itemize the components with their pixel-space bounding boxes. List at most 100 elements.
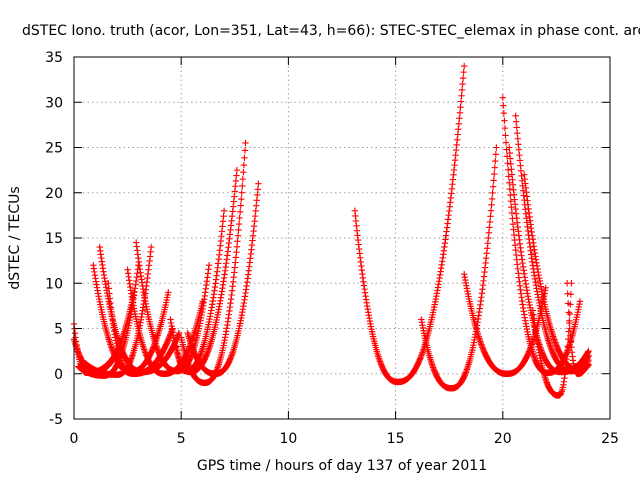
data-series: [70, 62, 592, 399]
chart-title: dSTEC Iono. truth (acor, Lon=351, Lat=43…: [22, 23, 640, 39]
data-point: [233, 248, 240, 256]
arc-series: [351, 62, 468, 386]
data-point: [566, 317, 573, 324]
data-point: [458, 86, 466, 94]
data-point: [515, 141, 522, 148]
y-tick-label: 20: [45, 186, 63, 202]
data-point: [563, 349, 571, 357]
data-point: [566, 310, 573, 318]
y-tick-label: 15: [45, 231, 63, 247]
data-point: [506, 144, 513, 151]
data-point: [233, 172, 240, 179]
data-point: [235, 220, 243, 228]
data-point: [501, 117, 508, 124]
arc-series: [563, 280, 592, 377]
data-point: [456, 115, 463, 122]
x-axis-label: GPS time / hours of day 137 of year 2011: [197, 458, 487, 474]
data-point: [232, 177, 240, 185]
data-point: [205, 261, 213, 269]
data-point: [499, 94, 506, 101]
data-point: [456, 109, 464, 116]
data-point: [501, 124, 509, 132]
data-point: [542, 284, 549, 291]
data-point: [508, 203, 515, 211]
arc-series: [418, 144, 500, 392]
data-point: [459, 74, 467, 82]
data-point: [486, 224, 493, 231]
y-tick-label: 5: [54, 322, 63, 338]
data-point: [455, 120, 463, 127]
data-point: [236, 208, 244, 216]
data-point: [513, 118, 520, 125]
data-point: [237, 202, 244, 209]
data-point: [492, 157, 499, 165]
data-point: [489, 183, 497, 190]
data-point: [241, 154, 248, 162]
y-tick-label: 0: [54, 367, 63, 383]
data-point: [488, 195, 496, 203]
data-point: [238, 189, 245, 196]
data-point: [507, 155, 514, 162]
data-point: [234, 238, 241, 245]
data-point: [503, 153, 511, 160]
data-point: [487, 207, 495, 214]
y-tick-label: -5: [49, 412, 63, 428]
arc-series: [529, 280, 575, 399]
data-point: [564, 343, 571, 350]
data-point: [220, 207, 228, 215]
data-point: [459, 80, 466, 88]
data-point: [585, 356, 592, 364]
data-point: [565, 328, 572, 335]
data-point: [233, 166, 241, 174]
data-point: [175, 329, 183, 337]
data-point: [564, 300, 572, 307]
x-tick-label: 5: [177, 431, 186, 447]
data-point: [240, 161, 248, 169]
data-point: [457, 98, 465, 105]
y-tick-label: 35: [45, 50, 63, 66]
data-point: [509, 220, 517, 228]
data-point: [567, 338, 575, 345]
data-point: [487, 213, 494, 220]
data-point: [454, 131, 461, 138]
data-point: [488, 201, 495, 209]
data-point: [512, 112, 519, 120]
data-point: [489, 189, 496, 197]
data-point: [504, 166, 512, 174]
data-point: [241, 147, 249, 154]
data-point: [254, 186, 262, 193]
data-point: [457, 103, 464, 111]
data-point: [458, 92, 465, 99]
data-point: [491, 170, 498, 178]
data-point: [492, 151, 500, 158]
data-point: [235, 226, 242, 234]
data-point: [238, 195, 245, 203]
data-point: [253, 202, 260, 209]
data-point: [506, 185, 513, 193]
data-point: [502, 132, 509, 139]
x-tick-label: 10: [279, 431, 297, 447]
data-point: [236, 214, 243, 222]
data-point: [233, 243, 241, 251]
data-point: [566, 325, 573, 332]
x-tick-label: 0: [70, 431, 79, 447]
data-point: [506, 179, 513, 187]
data-point: [486, 218, 494, 226]
data-point: [514, 135, 522, 142]
data-point: [506, 149, 513, 157]
data-point: [515, 146, 523, 153]
data-point: [240, 168, 247, 176]
data-point: [504, 160, 511, 167]
gridlines: [74, 57, 610, 419]
data-point: [576, 298, 584, 305]
data-point: [491, 164, 498, 171]
data-point: [254, 191, 261, 199]
arc-series: [521, 171, 592, 374]
arc-series: [124, 266, 206, 377]
data-point: [507, 198, 515, 205]
data-point: [485, 229, 493, 237]
y-tick-label: 30: [45, 95, 63, 111]
data-point: [567, 332, 574, 339]
data-point: [239, 175, 247, 183]
